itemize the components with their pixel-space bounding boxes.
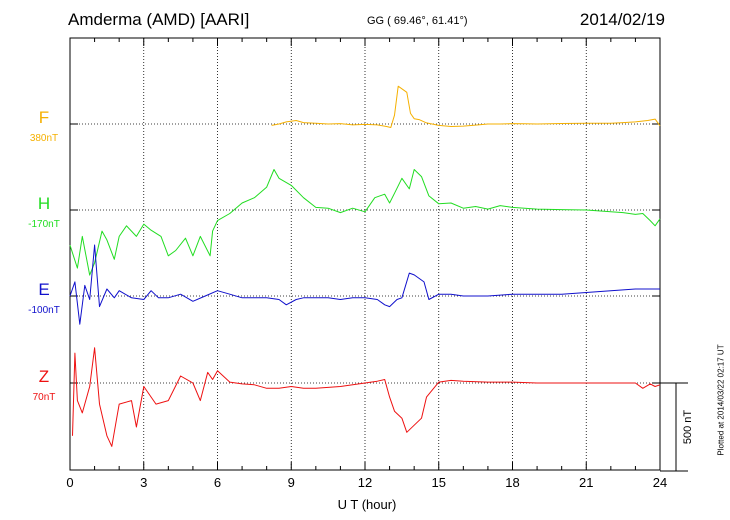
x-tick-label: 6	[214, 475, 221, 490]
x-tick-label: 9	[288, 475, 295, 490]
trace-f	[271, 85, 661, 128]
x-axis-label: U T (hour)	[337, 497, 397, 512]
baseline-value-z: 70nT	[33, 392, 56, 403]
x-tick-label: 3	[140, 475, 147, 490]
x-tick-label: 18	[505, 475, 519, 490]
trace-e	[69, 244, 660, 325]
x-tick-label: 12	[358, 475, 372, 490]
baseline-value-f: 380nT	[30, 133, 58, 144]
component-label-f: F	[39, 108, 49, 127]
trace-h	[69, 169, 661, 276]
component-label-h: H	[38, 194, 50, 213]
trace-z	[72, 347, 661, 447]
component-label-z: Z	[39, 367, 49, 386]
x-tick-label: 21	[579, 475, 593, 490]
plotted-timestamp: Plotted at 2014/03/22 02:17 UT	[716, 344, 726, 456]
component-label-e: E	[38, 280, 49, 299]
baseline-value-h: -170nT	[28, 219, 60, 230]
x-tick-label: 15	[432, 475, 446, 490]
station-title: Amderma (AMD) [AARI]	[68, 10, 250, 29]
date-label: 2014/02/19	[579, 10, 665, 29]
baseline-value-e: -100nT	[28, 305, 60, 316]
x-tick-label: 0	[66, 475, 73, 490]
scale-bar-label: 500 nT	[682, 410, 694, 445]
geographic-coordinates: GG ( 69.46°, 61.41°)	[367, 15, 468, 27]
x-tick-label: 24	[653, 475, 667, 490]
